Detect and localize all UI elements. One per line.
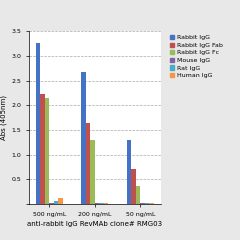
- Bar: [81, 72, 86, 204]
- Bar: [145, 203, 150, 204]
- Bar: [140, 203, 145, 204]
- Bar: [49, 203, 54, 204]
- Bar: [54, 201, 58, 204]
- X-axis label: anti-rabbit IgG RevMAb clone# RMG03: anti-rabbit IgG RevMAb clone# RMG03: [27, 221, 162, 227]
- Bar: [90, 140, 95, 204]
- Bar: [58, 198, 63, 204]
- Bar: [127, 140, 131, 204]
- Bar: [45, 98, 49, 204]
- Bar: [86, 123, 90, 204]
- Bar: [40, 94, 45, 204]
- Bar: [150, 203, 154, 204]
- Y-axis label: Abs (405nm): Abs (405nm): [1, 95, 7, 140]
- Bar: [104, 203, 108, 204]
- Bar: [136, 186, 140, 204]
- Bar: [131, 169, 136, 204]
- Bar: [95, 203, 99, 204]
- Bar: [99, 203, 104, 204]
- Bar: [36, 42, 40, 204]
- Legend: Rabbit IgG, Rabbit IgG Fab, Rabbit IgG Fc, Mouse IgG, Rat IgG, Human IgG: Rabbit IgG, Rabbit IgG Fab, Rabbit IgG F…: [169, 34, 223, 79]
